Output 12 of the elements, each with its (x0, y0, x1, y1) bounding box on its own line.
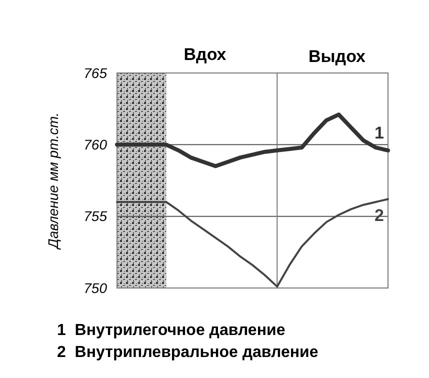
y-axis-title: Давление мм рт.ст. (45, 112, 61, 250)
series-label: 1 (374, 123, 384, 142)
text: 2 Внутриплевральное давление (57, 344, 318, 361)
y-tick-label: 765 (84, 64, 108, 81)
text: Вдох (184, 45, 227, 64)
text: Выдох (308, 47, 366, 66)
y-tick-label: 750 (84, 280, 108, 296)
line-series (115, 112, 390, 168)
text: 1 Внутрилегочное давление (57, 322, 286, 339)
y-tick-label: 760 (84, 136, 108, 153)
y-tick-label: 755 (84, 208, 108, 224)
line-series (116, 198, 389, 288)
